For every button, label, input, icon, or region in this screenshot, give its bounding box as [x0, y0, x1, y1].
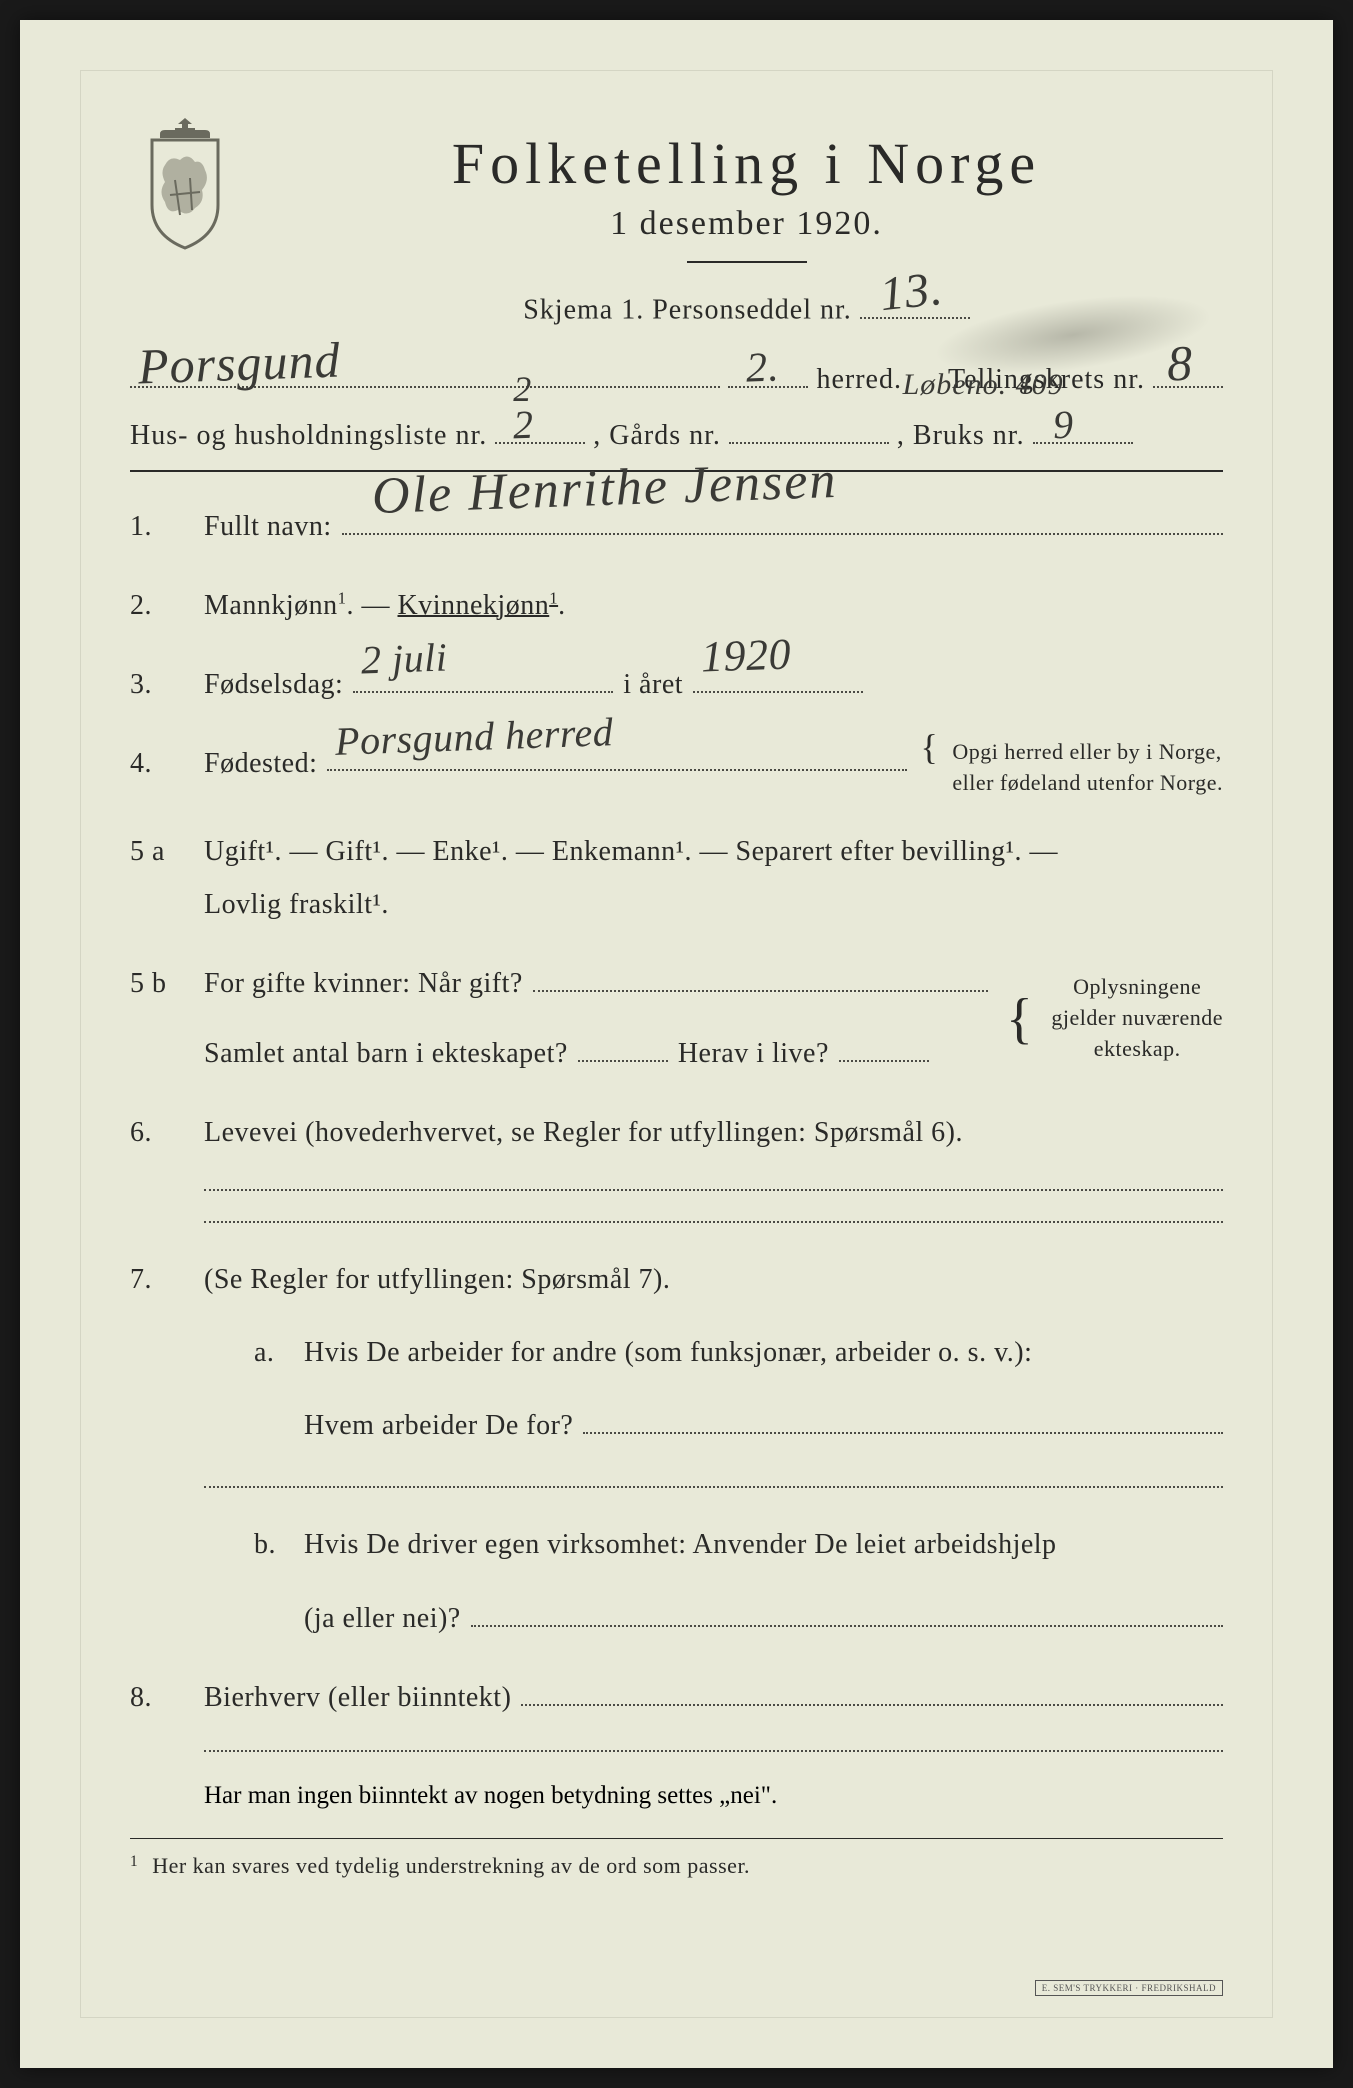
question-8: 8. Bierhverv (eller biinntekt) — [130, 1671, 1223, 1724]
q7-num: 7. — [130, 1253, 188, 1306]
q3-year: 1920 — [700, 612, 793, 699]
q2-num: 2. — [130, 579, 188, 632]
title-rule — [687, 261, 807, 263]
q4-num: 4. — [130, 737, 188, 790]
footnote: 1 Her kan svares ved tydelig understrekn… — [130, 1853, 1223, 1879]
question-6: 6. Levevei (hovederhvervet, se Regler fo… — [130, 1106, 1223, 1159]
q5b-note: Oplysningene gjelder nuværende ekteskap. — [1051, 972, 1223, 1064]
question-1: 1. Fullt navn: Ole Henrithe Jensen — [130, 500, 1223, 553]
q1-value: Ole Henrithe Jensen — [370, 432, 839, 547]
q7a-text1: Hvis De arbeider for andre (som funksjon… — [304, 1326, 1032, 1379]
header: Folketelling i Norge 1 desember 1920. Sk… — [130, 110, 1223, 345]
q3-label: Fødselsdag: — [204, 658, 343, 711]
question-7: 7. (Se Regler for utfyllingen: Spørsmål … — [130, 1253, 1223, 1645]
q6-line-1 — [204, 1189, 1223, 1191]
q5b-label2: Samlet antal barn i ekteskapet? — [204, 1027, 568, 1080]
personseddel-nr-value: 13. — [877, 260, 945, 321]
hus-nr-over: 2 — [513, 368, 532, 410]
question-4: 4. Fødested: Porsgund herred { Opgi herr… — [130, 737, 1223, 799]
q7a-line — [204, 1486, 1223, 1488]
bruks-note: Løbeno. 409 — [903, 368, 1064, 402]
q7-label: (Se Regler for utfyllingen: Spørsmål 7). — [204, 1253, 1223, 1306]
q5a-text2: Lovlig fraskilt¹. — [204, 878, 1223, 931]
q6-label: Levevei (hovederhvervet, se Regler for u… — [204, 1106, 1223, 1159]
herred-handwritten: Porsgund — [137, 331, 341, 396]
coat-of-arms-icon — [130, 110, 240, 250]
title-block: Folketelling i Norge 1 desember 1920. Sk… — [270, 110, 1223, 345]
q5a-num: 5 a — [130, 825, 188, 878]
printer-mark: E. SEM'S TRYKKERI · FREDRIKSHALD — [1035, 1980, 1223, 1996]
q6-line-2 — [204, 1221, 1223, 1223]
q4-note: Opgi herred eller by i Norge, eller føde… — [952, 737, 1223, 799]
skjema-label: Skjema 1. Personseddel nr. — [523, 295, 852, 326]
main-title: Folketelling i Norge — [270, 130, 1223, 197]
bruks-label: , Bruks nr. — [897, 420, 1025, 452]
q3-year-label: i året — [623, 658, 683, 711]
q5b-num: 5 b — [130, 957, 188, 1010]
subtitle: 1 desember 1920. — [270, 205, 1223, 243]
bruks-nr: 9 — [1052, 400, 1075, 448]
skjema-line: Skjema 1. Personseddel nr. 13. — [270, 285, 1223, 327]
q7b-label: b. — [254, 1518, 294, 1571]
quote-text: Har man ingen biinntekt av nogen betydni… — [130, 1782, 1223, 1810]
q8-num: 8. — [130, 1671, 188, 1724]
q4-value: Porsgund herred — [334, 694, 615, 780]
question-3: 3. Fødselsdag: 2 juli i året 1920 — [130, 658, 1223, 711]
q5b-label1: For gifte kvinner: Når gift? — [204, 957, 523, 1010]
q7a-text2: Hvem arbeider De for? — [304, 1399, 573, 1452]
question-5b: 5 b For gifte kvinner: Når gift? Samlet … — [130, 957, 1223, 1079]
q2-kvinne: Kvinnekjønn — [398, 590, 550, 621]
question-5a: 5 a Ugift¹. — Gift¹. — Enke¹. — Enkemann… — [130, 825, 1223, 931]
q3-num: 3. — [130, 658, 188, 711]
tellingskrets-nr: 8 — [1166, 334, 1194, 393]
q7b-text2: (ja eller nei)? — [304, 1592, 461, 1645]
q1-num: 1. — [130, 500, 188, 553]
q3-day: 2 juli — [360, 620, 449, 699]
q6-num: 6. — [130, 1106, 188, 1159]
question-2: 2. Mannkjønn1. — Kvinnekjønn1. — [130, 579, 1223, 632]
q1-label: Fullt navn: — [204, 500, 332, 553]
herred-suffix: 2. — [746, 344, 781, 393]
q5a-text: Ugift¹. — Gift¹. — Enke¹. — Enkemann¹. —… — [204, 825, 1223, 878]
q2-mann: Mannkjønn — [204, 590, 338, 621]
herred-label: herred. — [816, 364, 902, 396]
q8-line — [204, 1750, 1223, 1752]
q5b-label3: Herav i live? — [678, 1027, 829, 1080]
q7a-label: a. — [254, 1326, 294, 1379]
q7b-text1: Hvis De driver egen virksomhet: Anvender… — [304, 1518, 1057, 1571]
footnote-rule — [130, 1838, 1223, 1839]
q4-label: Fødested: — [204, 737, 317, 790]
q8-label: Bierhverv (eller biinntekt) — [204, 1671, 511, 1724]
census-form-page: Folketelling i Norge 1 desember 1920. Sk… — [20, 20, 1333, 2068]
